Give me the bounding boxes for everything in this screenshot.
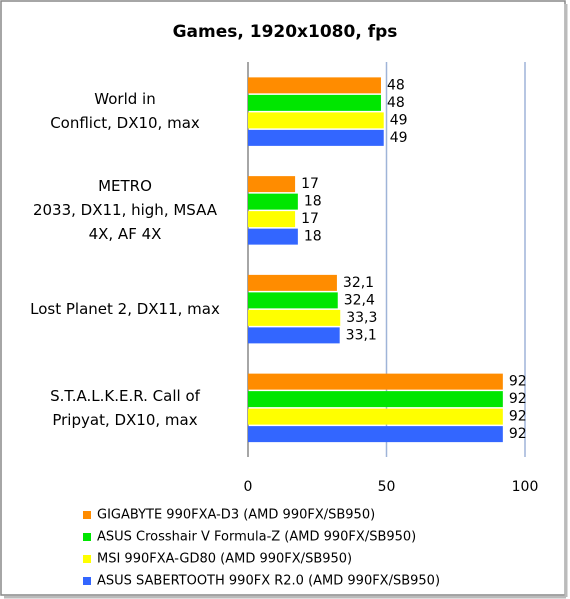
legend-swatch (83, 555, 91, 563)
value-label: 92 (509, 391, 527, 407)
value-label: 32,4 (344, 292, 375, 308)
bar (248, 193, 298, 210)
value-label: 33,3 (346, 310, 377, 326)
value-label: 17 (301, 176, 319, 192)
value-label: 18 (304, 194, 322, 210)
value-label: 92 (509, 426, 527, 442)
bar (248, 309, 341, 326)
category-label: S.T.A.L.K.E.R. Call of Pripyat, DX10, ma… (50, 386, 200, 429)
bar (248, 94, 381, 111)
value-label: 18 (304, 229, 322, 245)
category-label: World in Conflict, DX10, max (50, 90, 200, 133)
x-tick-label: 100 (512, 479, 539, 495)
bar (248, 274, 337, 291)
bar (248, 211, 296, 228)
x-tick-label: 0 (244, 479, 253, 495)
x-tick-label: 50 (378, 479, 396, 495)
legend-label: GIGABYTE 990FXA-D3 (AMD 990FX/SB950) (97, 508, 375, 523)
bar (248, 112, 384, 129)
bar (248, 292, 338, 309)
value-label: 17 (301, 211, 319, 227)
bar (248, 391, 503, 408)
bar (248, 408, 503, 425)
value-label: 49 (390, 112, 408, 128)
legend-label: ASUS SABERTOOTH 990FX R2.0 (AMD 990FX/SB… (97, 574, 440, 589)
bar (248, 373, 503, 390)
value-label: 33,1 (346, 327, 377, 343)
bar (248, 426, 503, 443)
chart-title: Games, 1920x1080, fps (173, 22, 398, 42)
legend-swatch (83, 533, 91, 541)
value-label: 48 (387, 77, 405, 93)
category-label: METRO 2033, DX11, high, MSAA 4X, AF 4X (32, 177, 218, 244)
category-label: Lost Planet 2, DX11, max (30, 299, 220, 318)
bar (248, 327, 340, 344)
value-label: 49 (390, 130, 408, 146)
bar (248, 176, 296, 193)
value-label: 32,1 (343, 275, 374, 291)
legend-label: ASUS Crosshair V Formula-Z (AMD 990FX/SB… (97, 530, 416, 545)
bar (248, 77, 381, 94)
legend-swatch (83, 577, 91, 585)
bar (248, 129, 384, 146)
value-label: 48 (387, 95, 405, 111)
bar (248, 228, 298, 245)
value-label: 92 (509, 409, 527, 425)
legend-label: MSI 990FXA-GD80 (AMD 990FX/SB950) (97, 552, 352, 567)
value-label: 92 (509, 374, 527, 390)
legend-swatch (83, 511, 91, 519)
